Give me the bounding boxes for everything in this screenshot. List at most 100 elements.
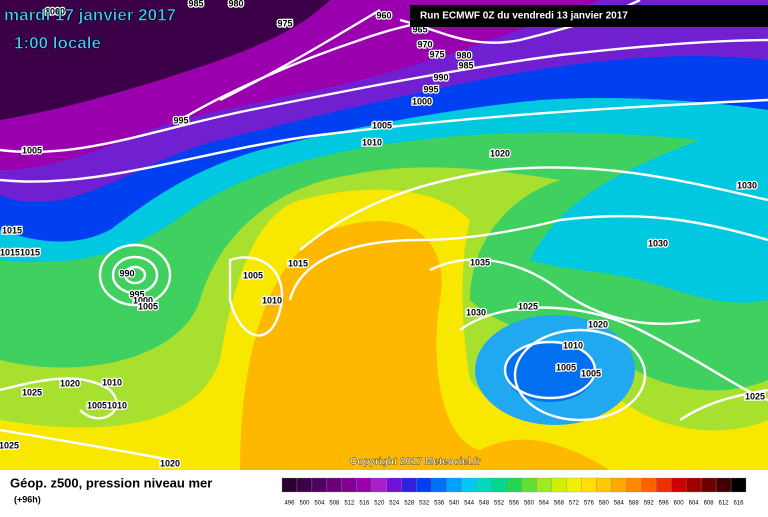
scale-swatch	[656, 477, 672, 493]
zone-dark-purple	[0, 0, 330, 120]
scale-swatch	[671, 477, 687, 493]
isobar-label: 980	[456, 50, 471, 60]
isobar-label: 1010	[102, 377, 122, 387]
scale-swatch	[476, 477, 492, 493]
scale-label: 592	[644, 501, 655, 507]
scale-label: 572	[569, 501, 580, 507]
scale-swatch	[536, 477, 552, 493]
isobar-label: 1000	[412, 96, 432, 106]
scale-swatch	[685, 477, 702, 493]
footer-title: Géop. z500, pression niveau mer	[10, 475, 212, 490]
isobar-label: 970	[417, 39, 432, 49]
scale-label: 504	[314, 501, 325, 507]
isobar	[459, 306, 768, 402]
isobar-label: 1015	[2, 225, 22, 235]
isobar-label: 995	[129, 289, 144, 299]
isobar	[679, 388, 768, 421]
scale-label: 612	[719, 501, 730, 507]
isobar-label: 1025	[0, 440, 19, 450]
scale-swatch	[461, 477, 477, 493]
isobar-label: 1020	[588, 319, 608, 329]
scale-label: 536	[434, 501, 445, 507]
scale-label: 520	[374, 501, 385, 507]
isobar-label: 1020	[60, 378, 80, 388]
scale-label: 560	[524, 501, 535, 507]
scale-swatch	[356, 477, 372, 493]
scale-label: 576	[584, 501, 595, 507]
footer-lead: (+96h)	[14, 494, 41, 504]
isobar-label: 975	[429, 49, 444, 59]
scale-label: 540	[449, 501, 460, 507]
isobar-label: 1005	[243, 270, 263, 280]
isobar-label: 1020	[490, 148, 510, 158]
scale-swatch	[596, 477, 612, 493]
scale-swatch	[700, 477, 717, 493]
isobar-label: 1010	[107, 400, 127, 410]
scale-swatch	[386, 477, 402, 493]
scale-swatch	[446, 477, 462, 493]
isobar	[219, 8, 381, 102]
scale-label: 524	[389, 501, 400, 507]
isobar-label: 1030	[737, 180, 757, 190]
isobar	[0, 428, 171, 462]
scale-swatch	[326, 477, 343, 493]
isobar-label: 1010	[362, 137, 382, 147]
isobar-label: 1025	[22, 387, 42, 397]
isobar-label: 1010	[563, 340, 583, 350]
scale-label: 600	[674, 501, 685, 507]
isobar	[288, 214, 768, 301]
isobar-label: 985	[188, 0, 203, 8]
scale-swatch	[730, 477, 747, 493]
scale-label: 544	[464, 501, 475, 507]
run-info: Run ECMWF 0Z du vendredi 13 janvier 2017	[420, 11, 628, 22]
isobar-label: 1000	[133, 295, 153, 305]
isobar-label: 975	[277, 18, 292, 28]
isobar-label: 1015	[20, 247, 40, 257]
scale-label: 548	[479, 501, 490, 507]
scale-swatch	[641, 477, 657, 493]
scale-swatch	[611, 477, 627, 493]
scale-label: 568	[554, 501, 565, 507]
isobar-label: 1005	[556, 362, 576, 372]
scale-swatch	[296, 477, 313, 493]
scale-swatch	[341, 477, 357, 493]
scale-label: 500	[299, 501, 310, 507]
isobar-label: 1030	[466, 307, 486, 317]
scale-swatch	[566, 477, 582, 493]
scale-label: 532	[419, 501, 430, 507]
scale-swatch	[551, 477, 567, 493]
scale-label: 616	[734, 501, 745, 507]
scale-swatch	[581, 477, 597, 493]
isobar-label: 1020	[160, 458, 180, 468]
isobar-label: 1015	[288, 258, 308, 268]
isobar-label: 1030	[648, 238, 668, 248]
isobar	[111, 255, 159, 295]
scale-label: 596	[659, 501, 670, 507]
isobar-label: 1005	[138, 301, 158, 311]
scale-swatch	[506, 477, 522, 493]
scale-swatch	[371, 477, 387, 493]
scale-label: 508	[329, 501, 340, 507]
scale-swatch	[401, 477, 417, 493]
isobar-label: 990	[433, 72, 448, 82]
isobar-label: 1000	[45, 6, 65, 16]
scale-label: 512	[344, 501, 355, 507]
zone-cutoff-core	[505, 342, 595, 402]
isobar	[513, 328, 647, 422]
scale-label: 496	[284, 501, 295, 507]
scale-label: 552	[494, 501, 505, 507]
isobar	[0, 98, 768, 183]
isobar-label: 995	[173, 115, 188, 125]
scale-swatch	[431, 477, 447, 493]
scale-swatch	[491, 477, 507, 493]
isobar-label: 1005	[372, 120, 392, 130]
isobar-label: 1025	[745, 391, 765, 401]
run-box	[410, 5, 768, 27]
isobar-label: 960	[376, 10, 391, 20]
scale-label: 564	[539, 501, 550, 507]
isobar-label: 995	[423, 84, 438, 94]
copyright: Copyright 2017 Meteociel.fr	[350, 457, 481, 468]
isobar-label: 1005	[22, 145, 42, 155]
